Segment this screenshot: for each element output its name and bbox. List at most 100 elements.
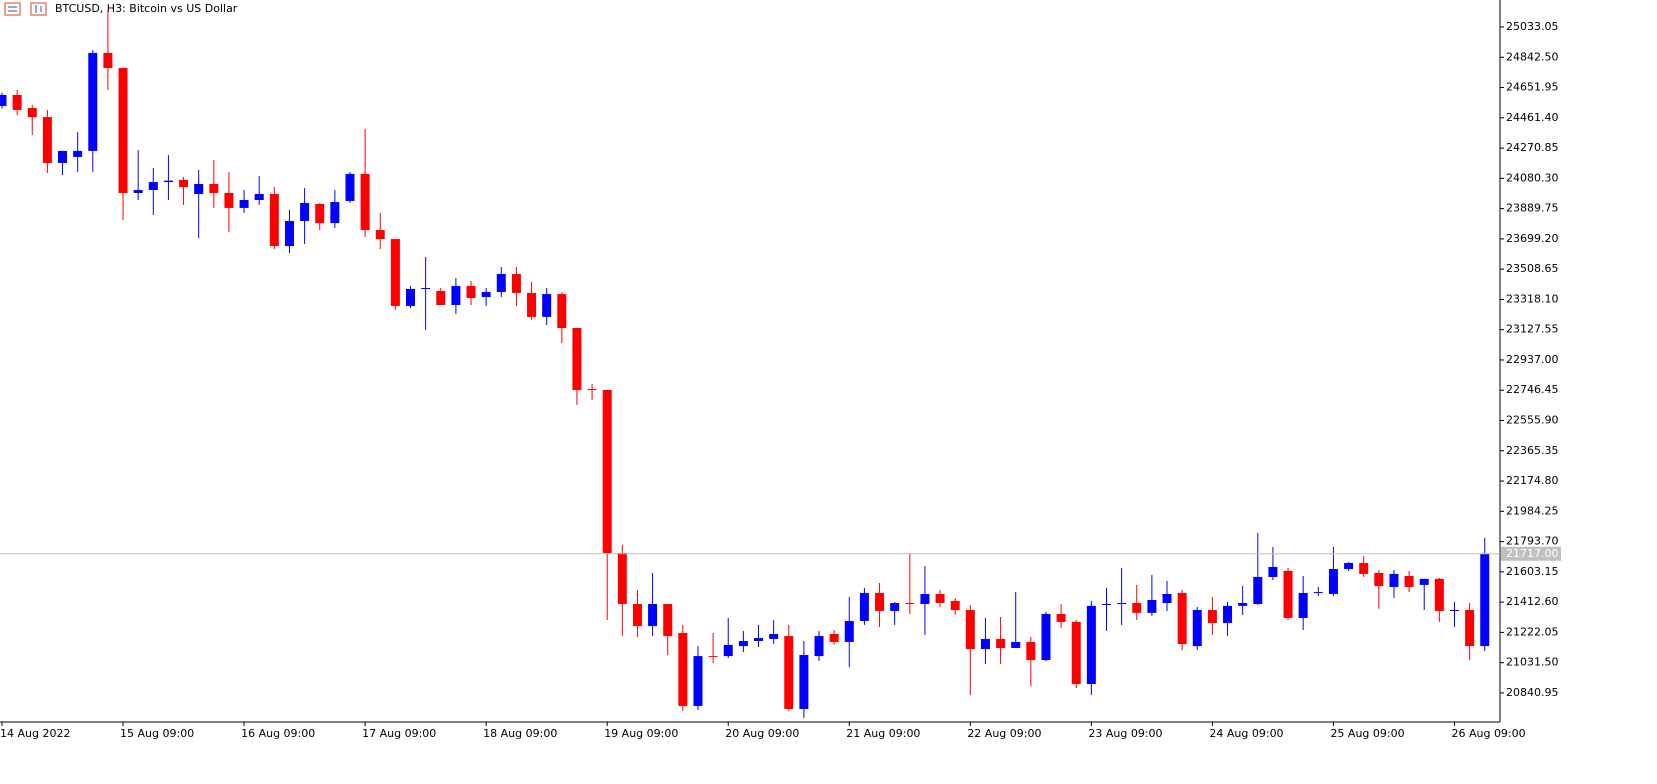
candle-body	[1177, 593, 1187, 645]
candle-body	[875, 593, 885, 611]
candle-body	[330, 202, 340, 224]
y-tick-label: 22937.00	[1506, 353, 1559, 366]
x-tick-label: 23 Aug 09:00	[1088, 727, 1162, 740]
candle-body	[300, 203, 310, 221]
candle-body	[617, 552, 627, 604]
y-tick-label: 21222.05	[1506, 625, 1559, 638]
candle-body	[905, 603, 915, 605]
candle-body	[269, 193, 279, 247]
candle-body	[1344, 562, 1354, 570]
x-tick-label: 20 Aug 09:00	[725, 727, 799, 740]
candle-body	[1449, 610, 1459, 612]
y-tick-label: 20840.95	[1506, 686, 1559, 699]
candle-body	[1026, 641, 1036, 661]
y-tick-label: 24270.85	[1506, 141, 1559, 154]
candle-body	[481, 291, 491, 298]
y-tick-label: 23318.10	[1506, 292, 1559, 305]
y-tick-label: 21793.70	[1506, 535, 1559, 548]
x-tick-label: 26 Aug 09:00	[1451, 727, 1525, 740]
candle-body	[814, 636, 824, 657]
candle-body	[466, 285, 476, 299]
candle-body	[27, 108, 37, 118]
y-tick-label: 25033.05	[1506, 20, 1559, 33]
y-tick-label: 23508.65	[1506, 262, 1559, 275]
candle-body	[769, 633, 779, 639]
candle-body	[1192, 610, 1202, 647]
y-tick-label: 23699.20	[1506, 232, 1559, 245]
candle-body	[133, 189, 143, 194]
candle-body	[1268, 566, 1278, 577]
y-tick-label: 22555.90	[1506, 414, 1559, 427]
candle-body	[723, 644, 733, 657]
candle-body	[345, 173, 355, 201]
candle-body	[1480, 553, 1490, 647]
candle-body	[1162, 593, 1172, 604]
candle-body	[1041, 613, 1051, 661]
candle-body	[784, 636, 794, 709]
candle-body	[935, 593, 945, 604]
y-tick-label: 21603.15	[1506, 565, 1559, 578]
candle-body	[754, 637, 763, 641]
y-tick-label: 24651.95	[1506, 81, 1559, 94]
candle-body	[859, 593, 869, 621]
candle-body	[950, 600, 960, 611]
x-tick-label: 17 Aug 09:00	[362, 727, 436, 740]
chart-title: BTCUSD, H3: Bitcoin vs US Dollar	[55, 2, 238, 15]
candle-body	[254, 193, 264, 200]
candle-body	[1283, 570, 1293, 618]
candle-body	[224, 193, 234, 208]
candle-body	[632, 603, 642, 627]
x-tick-label: 18 Aug 09:00	[483, 727, 557, 740]
candle-body	[496, 274, 506, 292]
x-tick-label: 19 Aug 09:00	[604, 727, 678, 740]
candle-body	[1359, 562, 1369, 574]
candle-body	[1328, 569, 1338, 594]
candle-body	[42, 117, 52, 163]
candle-body	[239, 199, 249, 208]
candle-body	[1465, 610, 1475, 647]
candle-body	[1313, 592, 1323, 594]
candle-body	[844, 620, 854, 642]
candle-body	[209, 183, 219, 194]
candle-body	[148, 182, 158, 190]
price-label-bg	[1501, 546, 1561, 561]
candle-body	[118, 67, 128, 194]
icon-list[interactable]	[4, 2, 21, 16]
y-tick-label: 24461.40	[1506, 111, 1559, 124]
x-tick-label: 15 Aug 09:00	[120, 727, 194, 740]
candle-body	[390, 239, 400, 306]
candle-body	[1419, 578, 1429, 585]
y-tick-label: 24842.50	[1506, 50, 1559, 63]
y-tick-label: 23127.55	[1506, 323, 1559, 336]
candle-body	[1404, 576, 1414, 587]
candle-body	[12, 94, 22, 110]
candle-body	[1071, 621, 1081, 685]
icon-chart[interactable]	[30, 2, 47, 16]
candle-body	[451, 285, 461, 306]
candle-body	[1056, 613, 1066, 622]
y-tick-label: 23889.75	[1506, 202, 1559, 215]
candle-body	[73, 150, 83, 157]
candle-body	[799, 654, 809, 709]
candle-body	[602, 389, 612, 553]
candle-body	[996, 638, 1006, 648]
candle-body	[1011, 641, 1021, 648]
candle-body	[1147, 599, 1157, 613]
candle-body	[58, 150, 68, 163]
candle-body	[1117, 603, 1127, 605]
candle-body	[1374, 572, 1384, 587]
x-tick-label: 16 Aug 09:00	[241, 727, 315, 740]
candle-body	[648, 603, 658, 627]
candle-body	[965, 610, 975, 650]
x-tick-label: 25 Aug 09:00	[1330, 727, 1404, 740]
candle-body	[1207, 610, 1217, 624]
candle-body	[1223, 605, 1233, 624]
candle-body	[103, 52, 113, 68]
candle-body	[375, 230, 385, 240]
candle-body	[1298, 593, 1308, 618]
candle-body	[1101, 603, 1111, 605]
candle-body	[890, 603, 900, 611]
toolbar-icons	[4, 2, 47, 16]
candle-body	[194, 183, 204, 194]
